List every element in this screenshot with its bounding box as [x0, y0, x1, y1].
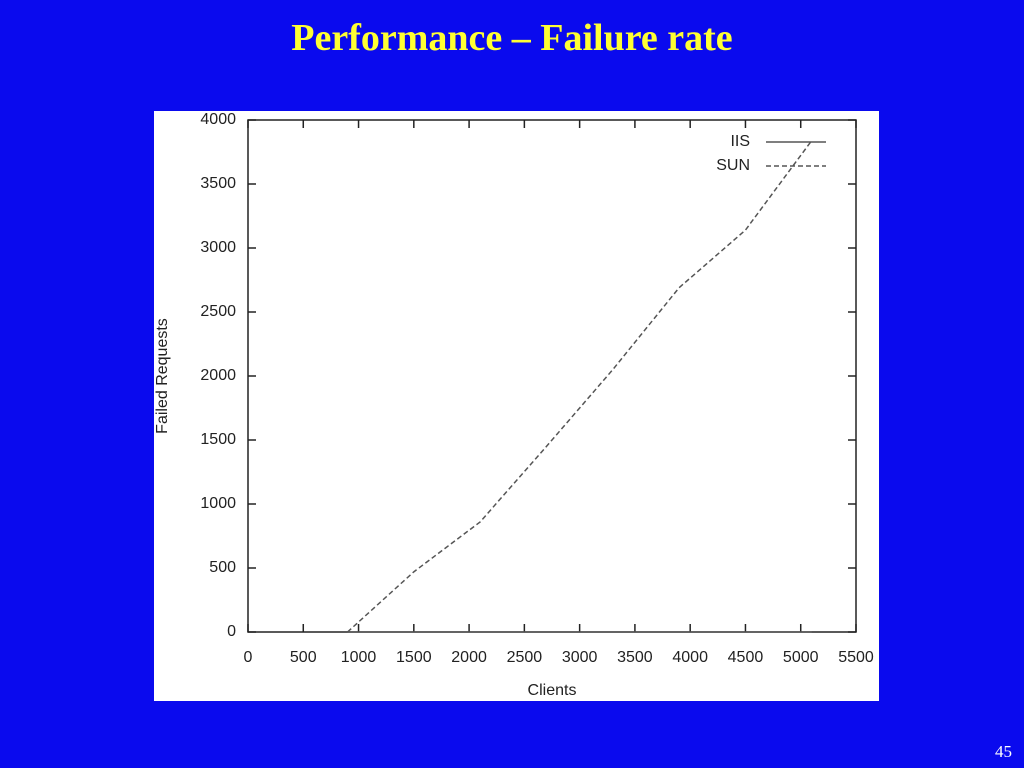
y-tick-label: 3500	[200, 175, 236, 192]
x-tick-label: 1000	[341, 649, 377, 666]
y-tick-label: 0	[227, 623, 236, 640]
x-axis-label: Clients	[528, 682, 577, 699]
x-tick-label: 0	[244, 649, 253, 666]
y-tick-label: 1000	[200, 495, 236, 512]
legend-label: SUN	[716, 157, 750, 174]
chart-background	[154, 111, 879, 701]
y-tick-label: 2500	[200, 303, 236, 320]
y-tick-label: 1500	[200, 431, 236, 448]
page-number: 45	[995, 742, 1012, 761]
x-tick-label: 5500	[838, 649, 874, 666]
y-tick-label: 2000	[200, 367, 236, 384]
y-axis-label: Failed Requests	[154, 318, 171, 434]
x-tick-label: 500	[290, 649, 317, 666]
y-tick-label: 500	[209, 559, 236, 576]
y-tick-label: 3000	[200, 239, 236, 256]
x-tick-label: 4000	[672, 649, 708, 666]
y-tick-label: 4000	[200, 111, 236, 128]
x-tick-label: 3500	[617, 649, 653, 666]
x-tick-label: 2000	[451, 649, 487, 666]
x-tick-label: 3000	[562, 649, 598, 666]
legend-label: IIS	[730, 133, 750, 150]
x-tick-label: 2500	[507, 649, 543, 666]
data-line	[346, 140, 813, 633]
x-tick-label: 1500	[396, 649, 432, 666]
x-tick-label: 4500	[728, 649, 764, 666]
x-tick-label: 5000	[783, 649, 819, 666]
slide-title: Performance – Failure rate	[291, 17, 733, 59]
